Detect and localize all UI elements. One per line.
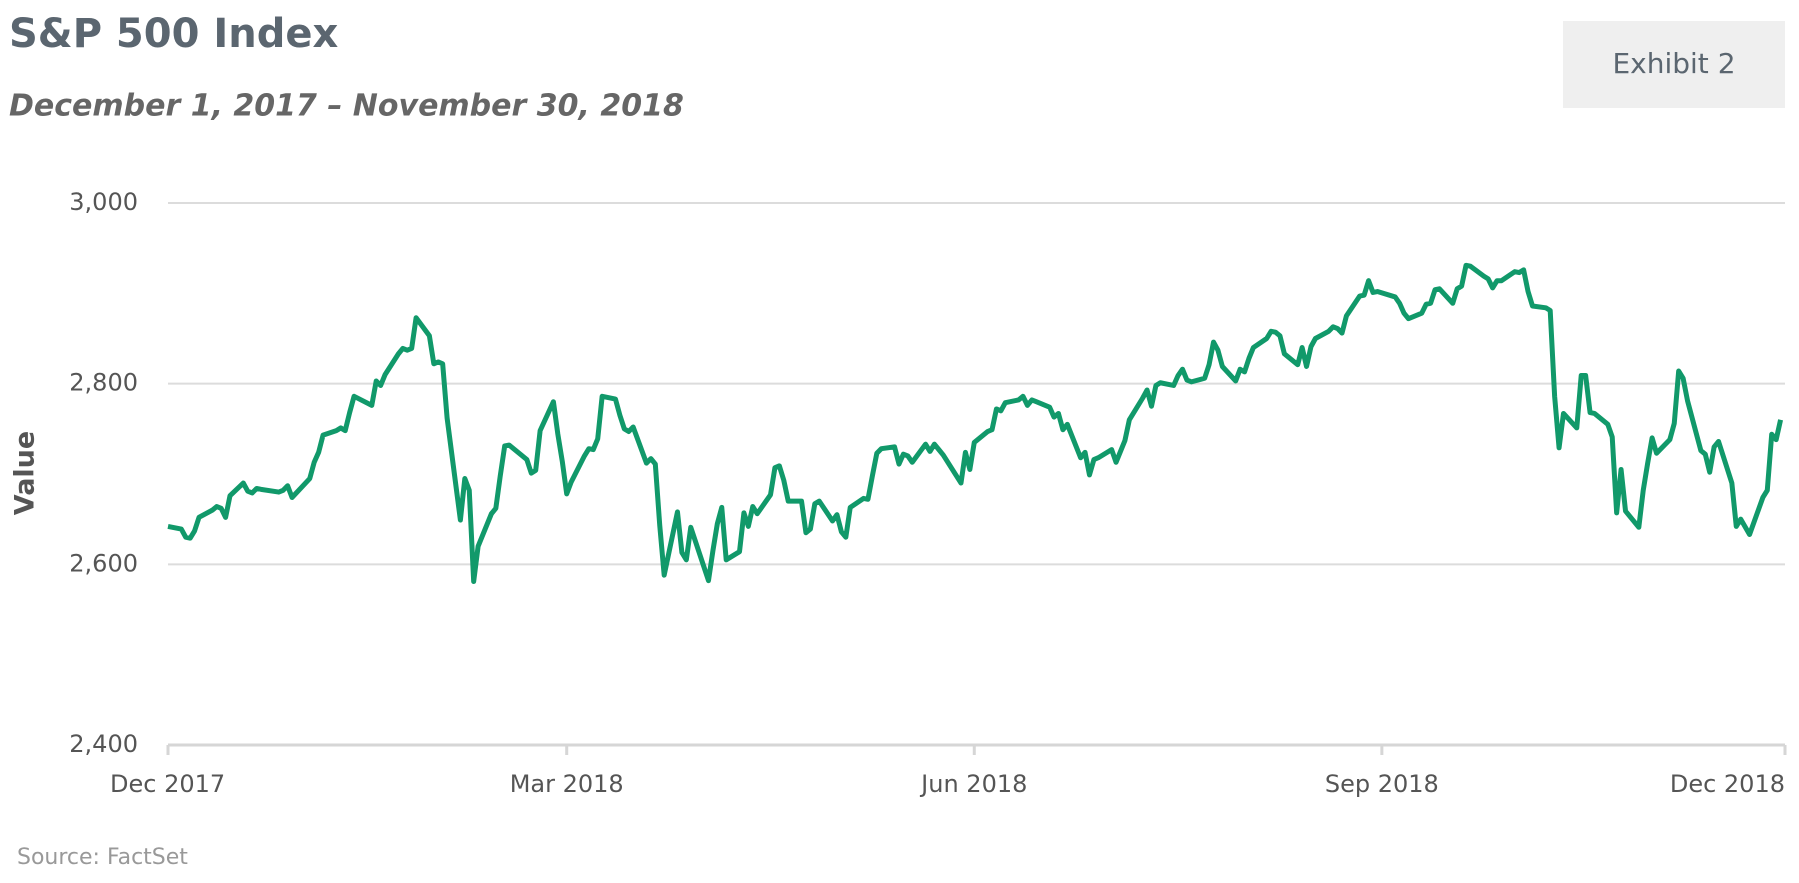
chart-title: S&P 500 Index [9, 11, 338, 57]
x-tick-label: Sep 2018 [1325, 770, 1439, 798]
badge: Exhibit 2 [1612, 47, 1735, 80]
x-tick-label: Dec 2017 [110, 770, 225, 798]
x-tick-label: Dec 2018 [1670, 770, 1785, 798]
y-tick-label: 2,600 [69, 549, 138, 577]
badge-box [1563, 21, 1785, 108]
x-tick-label: Jun 2018 [919, 770, 1027, 798]
price-line [167, 262, 1784, 584]
y-tick-label: 2,800 [69, 369, 138, 397]
source: Source: FactSet [17, 845, 188, 870]
y-tick-label: 2,400 [69, 730, 138, 758]
y-axis-label: Value [10, 431, 41, 515]
chart-subtitle: December 1, 2017 – November 30, 2018 [9, 89, 684, 124]
y-tick-label: 3,000 [69, 188, 138, 216]
x-tick-label: Mar 2018 [510, 770, 624, 798]
